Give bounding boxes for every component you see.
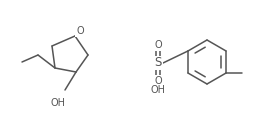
Text: OH: OH <box>150 85 166 95</box>
Text: OH: OH <box>51 98 66 108</box>
Text: O: O <box>154 76 162 86</box>
Text: O: O <box>154 40 162 50</box>
Text: S: S <box>154 56 162 70</box>
Text: O: O <box>76 26 84 36</box>
